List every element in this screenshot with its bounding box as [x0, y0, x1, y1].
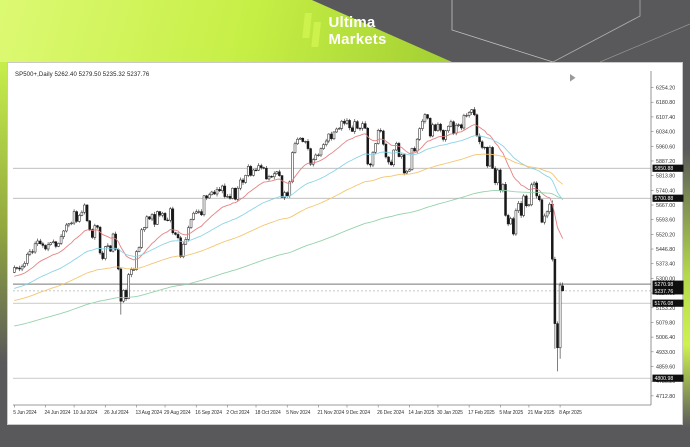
- svg-text:6254.20: 6254.20: [656, 86, 675, 92]
- svg-text:5593.60: 5593.60: [656, 218, 675, 224]
- svg-text:5079.80: 5079.80: [656, 320, 675, 326]
- chart-panel: SP500+,Daily 5262.40 5279.50 5235.32 523…: [7, 62, 684, 425]
- svg-text:16 Sep 2024: 16 Sep 2024: [195, 410, 222, 416]
- svg-text:26 Dec 2024: 26 Dec 2024: [377, 410, 404, 416]
- svg-text:13 Aug 2024: 13 Aug 2024: [135, 410, 162, 416]
- svg-text:5700.88: 5700.88: [655, 196, 674, 202]
- brand-left-edge-glow: [0, 62, 10, 362]
- svg-text:18 Oct 2024: 18 Oct 2024: [255, 410, 281, 416]
- svg-text:30 Jan 2025: 30 Jan 2025: [437, 410, 463, 416]
- svg-text:6034.00: 6034.00: [656, 130, 675, 136]
- svg-text:5960.60: 5960.60: [656, 144, 675, 150]
- svg-text:4800.98: 4800.98: [655, 376, 674, 382]
- svg-text:5300.00: 5300.00: [656, 276, 675, 282]
- svg-text:10 Jul 2024: 10 Jul 2024: [73, 410, 98, 416]
- svg-text:5667.00: 5667.00: [656, 203, 675, 209]
- svg-text:4933.00: 4933.00: [656, 350, 675, 356]
- svg-text:5176.08: 5176.08: [655, 301, 674, 307]
- svg-text:5850.88: 5850.88: [655, 166, 674, 172]
- svg-text:5813.80: 5813.80: [656, 174, 675, 180]
- svg-text:29 Aug 2024: 29 Aug 2024: [164, 410, 191, 416]
- svg-text:5006.40: 5006.40: [656, 335, 675, 341]
- svg-text:2 Oct 2024: 2 Oct 2024: [226, 410, 249, 416]
- brand-logo: Ultima Markets: [0, 0, 690, 62]
- svg-text:24 Jun 2024: 24 Jun 2024: [44, 410, 70, 416]
- svg-text:9 Dec 2024: 9 Dec 2024: [346, 410, 370, 416]
- ultima-markets-logo-icon: [301, 10, 322, 52]
- svg-text:5887.20: 5887.20: [656, 159, 675, 165]
- svg-text:5740.40: 5740.40: [656, 188, 675, 194]
- svg-text:5446.80: 5446.80: [656, 247, 675, 253]
- chart-title-ohlc: SP500+,Daily 5262.40 5279.50 5235.32 523…: [15, 72, 150, 78]
- svg-text:21 Nov 2024: 21 Nov 2024: [317, 410, 344, 416]
- svg-text:8 Apr 2025: 8 Apr 2025: [559, 410, 582, 416]
- svg-text:17 Feb 2025: 17 Feb 2025: [468, 410, 495, 416]
- svg-text:4786.20: 4786.20: [656, 379, 675, 385]
- svg-text:6107.40: 6107.40: [656, 115, 675, 121]
- svg-text:4712.80: 4712.80: [656, 394, 675, 400]
- svg-text:5153.20: 5153.20: [656, 306, 675, 312]
- svg-text:26 Jul 2024: 26 Jul 2024: [104, 410, 129, 416]
- brand-right-edge-glow: [682, 150, 690, 428]
- hexagon-outline-decoration: [451, 0, 690, 62]
- svg-text:14 Jan 2025: 14 Jan 2025: [408, 410, 434, 416]
- svg-text:5 Jun 2024: 5 Jun 2024: [13, 410, 37, 416]
- svg-text:5520.20: 5520.20: [656, 232, 675, 238]
- brand-line2: Markets: [328, 31, 387, 48]
- svg-text:4859.60: 4859.60: [656, 364, 675, 370]
- svg-text:5373.40: 5373.40: [656, 262, 675, 268]
- brand-wordmark: Ultima Markets: [328, 14, 386, 48]
- svg-text:5270.98: 5270.98: [655, 282, 674, 288]
- price-chart-canvas: 6254.20 6180.80 6107.40 6034.00 5960.60 5887.…: [13, 71, 684, 416]
- svg-text:5 Mar 2025: 5 Mar 2025: [499, 410, 523, 416]
- svg-text:21 Mar 2025: 21 Mar 2025: [528, 410, 555, 416]
- svg-text:5237.76: 5237.76: [655, 289, 674, 295]
- brand-line1: Ultima: [328, 14, 376, 31]
- svg-text:6180.80: 6180.80: [656, 100, 675, 106]
- svg-text:5 Nov 2024: 5 Nov 2024: [286, 410, 310, 416]
